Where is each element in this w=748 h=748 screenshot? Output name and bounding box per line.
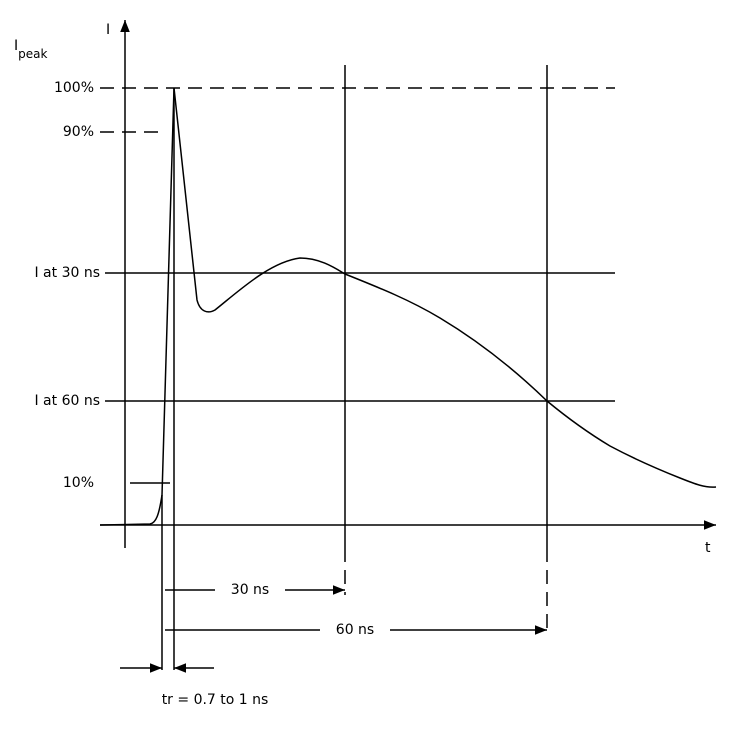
- level-label: I at 30 ns: [34, 265, 100, 281]
- peak-subscript: peak: [18, 47, 47, 61]
- waveform: [99, 87, 717, 526]
- level-label: 100%: [54, 80, 94, 96]
- dimension-label: 60 ns: [336, 622, 374, 638]
- peak-symbol: I: [14, 38, 18, 54]
- level-label: 90%: [63, 124, 94, 140]
- level-label: I at 60 ns: [34, 393, 100, 409]
- peak-label: Ipeak: [14, 38, 47, 61]
- y-axis-label: I: [106, 22, 110, 38]
- dimension-label: tr = 0.7 to 1 ns: [162, 692, 269, 708]
- level-label: 10%: [63, 475, 94, 491]
- dimension-label: 30 ns: [231, 582, 269, 598]
- x-axis-label: t: [705, 540, 711, 556]
